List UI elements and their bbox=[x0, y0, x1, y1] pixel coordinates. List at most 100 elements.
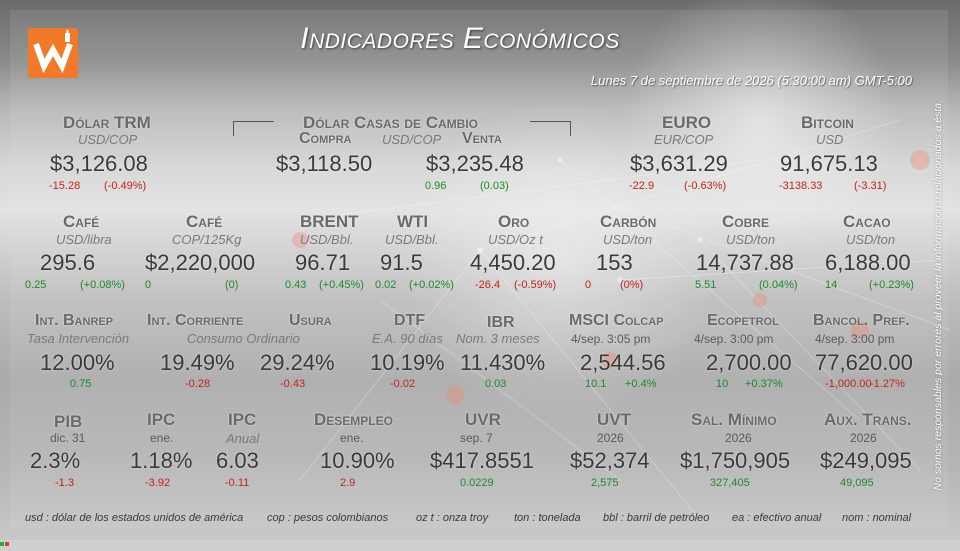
indicator-name: IPC bbox=[228, 410, 257, 429]
indicator-value: 91.5 bbox=[380, 250, 423, 275]
indicator-value: 2.3% bbox=[30, 448, 81, 473]
indicator-unit: USD/COP bbox=[78, 132, 138, 147]
indicator-value: 6,188.00 bbox=[825, 250, 911, 275]
indicator-value: 77,620.00 bbox=[815, 350, 913, 375]
legend-ea: ea : efectivo anual bbox=[732, 512, 822, 524]
indicator-date: ene. bbox=[150, 431, 174, 445]
indicator-value: 29.24% bbox=[260, 350, 335, 375]
indicator-value: $249,095 bbox=[820, 448, 912, 473]
indicator-name: Int. Banrep bbox=[35, 312, 114, 329]
indicator-change: 0.03 bbox=[485, 378, 507, 390]
indicator-unit: USD/Oz t bbox=[488, 232, 543, 247]
indicator-value: $3,631.29 bbox=[630, 151, 728, 176]
indicator-name: IPC bbox=[147, 410, 176, 429]
venta-value: $3,235.48 bbox=[426, 151, 524, 176]
indicator-name: PIB bbox=[54, 412, 83, 431]
indicator-name: Carbón bbox=[600, 212, 657, 231]
group-bracket-right bbox=[530, 121, 571, 136]
indicator-name: WTI bbox=[397, 212, 429, 231]
indicator-change-pct: (-0.63%) bbox=[684, 180, 727, 192]
indicator-name: MSCI Colcap bbox=[569, 312, 664, 329]
panel-frame bbox=[10, 10, 948, 530]
indicator-value: 10.19% bbox=[370, 350, 445, 375]
indicator-value: $52,374 bbox=[570, 448, 650, 473]
indicator-unit: EUR/COP bbox=[654, 132, 714, 147]
indicator-change: 0.75 bbox=[70, 378, 92, 390]
legend-nom: nom : nominal bbox=[842, 512, 912, 524]
indicator-value: 4,450.20 bbox=[470, 250, 556, 275]
indicator-change: 2.9 bbox=[340, 477, 356, 489]
indicator-name: Desempleo bbox=[314, 410, 393, 429]
indicator-change: -0.11 bbox=[225, 477, 250, 489]
indicator-change: 14 bbox=[825, 279, 838, 291]
indicator-change-pct: (0.04%) bbox=[759, 279, 798, 291]
indicator-name: Sal. Mínimo bbox=[691, 410, 777, 429]
indicator-change: -0.43 bbox=[280, 378, 306, 390]
disclaimer-text: No somos responsables por errores al pro… bbox=[932, 100, 944, 491]
indicator-change: 2,575 bbox=[591, 477, 619, 489]
indicator-name: Int. Corriente bbox=[147, 312, 244, 329]
page-title: Indicadores Económicos bbox=[300, 22, 620, 55]
legend-cop: cop : pesos colombianos bbox=[267, 512, 389, 524]
indicator-name: UVR bbox=[465, 410, 501, 429]
indicator-value: 10.90% bbox=[320, 448, 395, 473]
indicator-change-pct: (+0.02%) bbox=[409, 279, 454, 291]
indicator-value: $3,126.08 bbox=[50, 151, 148, 176]
indicator-change: 10 bbox=[716, 378, 729, 390]
indicator-unit: USD/Bbl. bbox=[300, 232, 354, 247]
indicator-change: 0.25 bbox=[25, 279, 47, 291]
indicator-date: 2026 bbox=[597, 431, 624, 445]
indicator-value: 96.71 bbox=[295, 250, 351, 275]
indicator-change: -0.02 bbox=[390, 378, 416, 390]
compra-label: Compra bbox=[299, 130, 352, 147]
indicator-value: 1.18% bbox=[130, 448, 193, 473]
date-time: Lunes 7 de septiembre de 2026 (5:30:00 a… bbox=[590, 73, 912, 88]
indicator-unit: USD/ton bbox=[846, 232, 896, 247]
indicator-red-icon bbox=[5, 542, 9, 546]
indicator-change: -3.92 bbox=[145, 477, 171, 489]
indicator-name: EURO bbox=[662, 113, 712, 132]
venta-label: Venta bbox=[462, 130, 502, 147]
indicator-name: IBR bbox=[487, 314, 515, 331]
indicator-change: -15.28 bbox=[49, 180, 81, 192]
indicator-date: sep. 7 bbox=[460, 431, 493, 445]
indicator-unit: USD/ton bbox=[726, 232, 776, 247]
indicator-change-pct: +0.37% bbox=[745, 378, 783, 390]
indicator-name: Cobre bbox=[722, 212, 769, 231]
indicator-change: -0.28 bbox=[185, 378, 211, 390]
indicator-name: Ecopetrol bbox=[707, 312, 779, 329]
group-bracket-left bbox=[233, 121, 274, 136]
indicator-change-pct: (0.03) bbox=[480, 180, 509, 192]
indicator-name: Aux. Trans. bbox=[824, 410, 912, 429]
indicator-change: 10.1 bbox=[585, 378, 607, 390]
indicator-change: 0.96 bbox=[425, 180, 447, 192]
indicator-change-pct: (+0.08%) bbox=[80, 279, 125, 291]
indicator-name: DTF bbox=[394, 312, 426, 329]
indicator-value: $1,750,905 bbox=[680, 448, 791, 473]
indicator-change: 49,095 bbox=[840, 477, 874, 489]
indicator-change-pct: (0) bbox=[225, 279, 239, 291]
indicator-name: Dólar TRM bbox=[63, 113, 151, 132]
indicator-value: 14,737.88 bbox=[696, 250, 794, 275]
indicator-value: 2,544.56 bbox=[580, 350, 666, 375]
status-indicator bbox=[0, 533, 14, 546]
legend-bbl: bbl : barril de petróleo bbox=[603, 512, 710, 524]
indicator-date: 4/sep. 3:00 pm bbox=[694, 332, 774, 346]
indicator-change: -3138.33 bbox=[779, 180, 823, 192]
indicator-change-pct: (-0.49%) bbox=[104, 180, 147, 192]
indicator-change-pct: (-3.31) bbox=[854, 180, 887, 192]
indicator-unit: USD/COP bbox=[382, 132, 442, 147]
indicator-date: 2026 bbox=[850, 431, 877, 445]
indicator-name: UVT bbox=[597, 410, 631, 429]
indicator-unit: Nom. 3 meses bbox=[456, 331, 540, 346]
indicator-change: -22.9 bbox=[629, 180, 655, 192]
indicator-name: Bancol. Pref. bbox=[813, 312, 910, 329]
indicator-name: Usura bbox=[289, 312, 332, 329]
indicator-date: 4/sep. 3:05 pm bbox=[571, 332, 651, 346]
indicator-value: 295.6 bbox=[40, 250, 96, 275]
indicator-change: 5.51 bbox=[695, 279, 717, 291]
logo[interactable] bbox=[28, 28, 78, 78]
indicator-change-pct: +0.4% bbox=[625, 378, 657, 390]
